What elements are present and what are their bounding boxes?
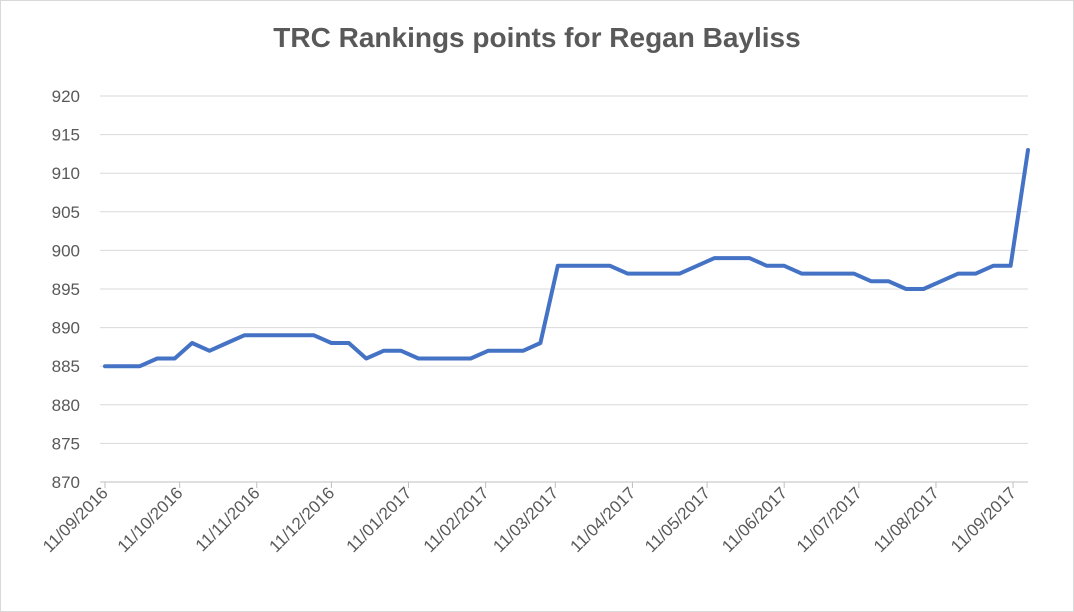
y-tick-label: 900 — [52, 241, 80, 260]
y-tick-label: 880 — [52, 396, 80, 415]
x-tick-label: 11/04/2017 — [567, 483, 640, 556]
x-tick-label: 11/09/2017 — [947, 483, 1020, 556]
x-tick-label: 11/06/2017 — [718, 483, 791, 556]
series-line — [103, 148, 1030, 369]
y-tick-label: 890 — [52, 319, 80, 338]
x-tick-label: 11/11/2016 — [192, 483, 264, 555]
x-tick-label: 11/03/2017 — [489, 483, 562, 556]
y-tick-label: 915 — [52, 126, 80, 145]
y-tick-label: 910 — [52, 164, 80, 183]
x-tick-label: 11/12/2016 — [266, 483, 339, 556]
chart-title: TRC Rankings points for Regan Bayliss — [273, 22, 801, 53]
x-tick-label: 11/01/2017 — [343, 483, 416, 556]
x-tick-label: 11/10/2016 — [114, 483, 187, 556]
y-tick-label: 870 — [52, 473, 80, 492]
y-tick-label: 905 — [52, 203, 80, 222]
y-tick-label: 920 — [52, 87, 80, 106]
x-tick-label: 11/08/2017 — [870, 483, 943, 556]
x-tick-label: 11/02/2017 — [420, 483, 493, 556]
x-tick-label: 11/09/2016 — [39, 483, 112, 556]
x-tick-label: 11/05/2017 — [641, 483, 714, 556]
x-tick-label: 11/07/2017 — [793, 483, 866, 556]
y-tick-label: 885 — [52, 357, 80, 376]
y-tick-label: 875 — [52, 434, 80, 453]
y-tick-label: 895 — [52, 280, 80, 299]
